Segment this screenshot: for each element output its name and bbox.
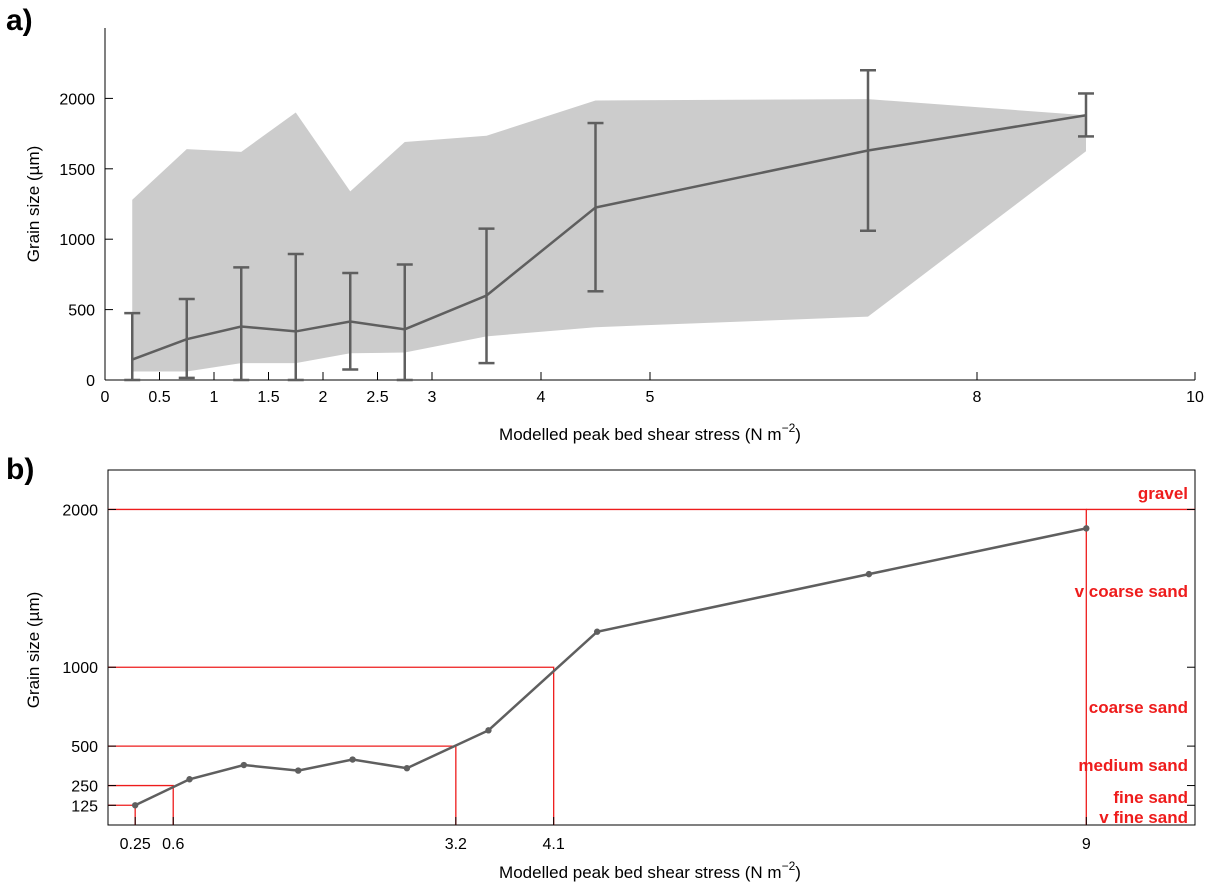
a-y-tick-label: 2000 <box>59 91 95 108</box>
a-x-tick-label: 2.5 <box>366 389 388 406</box>
a-x-tick-label: 1 <box>210 389 219 406</box>
b-y-tick-label: 250 <box>71 779 98 796</box>
class-label-gravel: gravel <box>1138 484 1188 503</box>
panel-b-label: b) <box>6 453 34 486</box>
b-y-ticks: 125 250 500 1000 2000 <box>62 502 1195 815</box>
a-error-bar <box>287 252 304 382</box>
a-x-tick-label: 1.5 <box>257 389 279 406</box>
class-label-v-fine-sand: v fine sand <box>1099 808 1188 827</box>
b-x-tick-label: 9 <box>1082 836 1091 853</box>
panel-b: b) 0.25 0.6 3.2 4.1 9 125 250 500 1000 2000 grav… <box>6 453 1196 882</box>
b-series-line <box>134 527 1087 807</box>
b-x-tick-label: 4.1 <box>543 836 565 853</box>
b-y-axis-title: Grain size (µm) <box>24 592 43 709</box>
b-data-point <box>240 761 248 769</box>
class-label-coarse-sand: coarse sand <box>1089 698 1188 717</box>
a-mean-series <box>131 114 1087 361</box>
b-data-point <box>186 776 193 783</box>
b-x-ticks: 0.25 0.6 3.2 4.1 9 <box>120 817 1091 853</box>
panel-a-label: a) <box>6 4 33 37</box>
b-data-point <box>131 802 139 809</box>
a-x-ticks: 0 0.5 1 1.5 2 2.5 3 4 5 8 10 <box>101 372 1204 406</box>
b-data-point <box>295 767 302 774</box>
b-x-tick-label: 0.25 <box>120 836 151 853</box>
a-x-tick-label: 10 <box>1186 389 1204 406</box>
b-data-point <box>1083 525 1090 532</box>
b-threshold-line <box>108 666 555 825</box>
a-x-tick-label: 0.5 <box>148 389 170 406</box>
a-x-tick-label: 3 <box>428 389 437 406</box>
class-label-fine-sand: fine sand <box>1113 788 1188 807</box>
b-y-tick-label: 125 <box>71 798 98 815</box>
panel-a: a) 0 0.5 1 1.5 2 2.5 3 4 5 8 10 0 500 1000 1500 2000 M… <box>6 4 1204 444</box>
a-y-axis-title: Grain size (µm) <box>24 146 43 263</box>
a-error-bar <box>233 266 250 382</box>
b-data-point <box>593 628 601 635</box>
a-x-tick-label: 2 <box>319 389 328 406</box>
range-band <box>132 99 1086 372</box>
a-error-bar <box>1078 92 1094 138</box>
class-label-v-coarse-sand: v coarse sand <box>1075 582 1188 601</box>
b-x-tick-label: 0.6 <box>162 836 184 853</box>
b-y-tick-label: 500 <box>71 739 98 756</box>
a-x-tick-label: 5 <box>646 389 655 406</box>
b-x-axis-title: Modelled peak bed shear stress (N m−2) <box>499 859 801 882</box>
b-threshold-lines <box>108 508 1195 825</box>
b-x-tick-label: 3.2 <box>445 836 467 853</box>
a-error-bar <box>396 263 413 382</box>
a-y-ticks: 0 500 1000 1500 2000 <box>59 91 113 390</box>
b-data-point <box>403 765 411 772</box>
a-y-tick-label: 1000 <box>59 232 95 249</box>
a-y-tick-label: 500 <box>68 303 95 320</box>
b-y-tick-label: 1000 <box>62 660 98 677</box>
a-y-tick-label: 0 <box>86 373 95 390</box>
b-plot-frame <box>107 469 1196 826</box>
a-x-axis-title: Modelled peak bed shear stress (N m−2) <box>499 421 801 444</box>
a-x-tick-label: 8 <box>973 389 982 406</box>
a-mean-line <box>131 114 1087 361</box>
range-band-area <box>132 99 1086 372</box>
a-y-tick-label: 1500 <box>59 162 95 179</box>
b-y-tick-label: 2000 <box>62 502 98 519</box>
a-error-bar <box>124 311 141 382</box>
b-data-point <box>485 727 492 734</box>
class-label-medium-sand: medium sand <box>1078 756 1188 775</box>
b-data-point <box>865 570 873 578</box>
a-x-tick-label: 4 <box>537 389 546 406</box>
b-median-line <box>131 525 1090 809</box>
b-class-labels: gravel v coarse sand coarse sand medium … <box>1075 484 1188 827</box>
b-threshold-line <box>108 784 174 825</box>
b-data-point <box>349 756 356 763</box>
a-x-tick-label: 0 <box>101 389 110 406</box>
b-threshold-line <box>108 804 136 825</box>
